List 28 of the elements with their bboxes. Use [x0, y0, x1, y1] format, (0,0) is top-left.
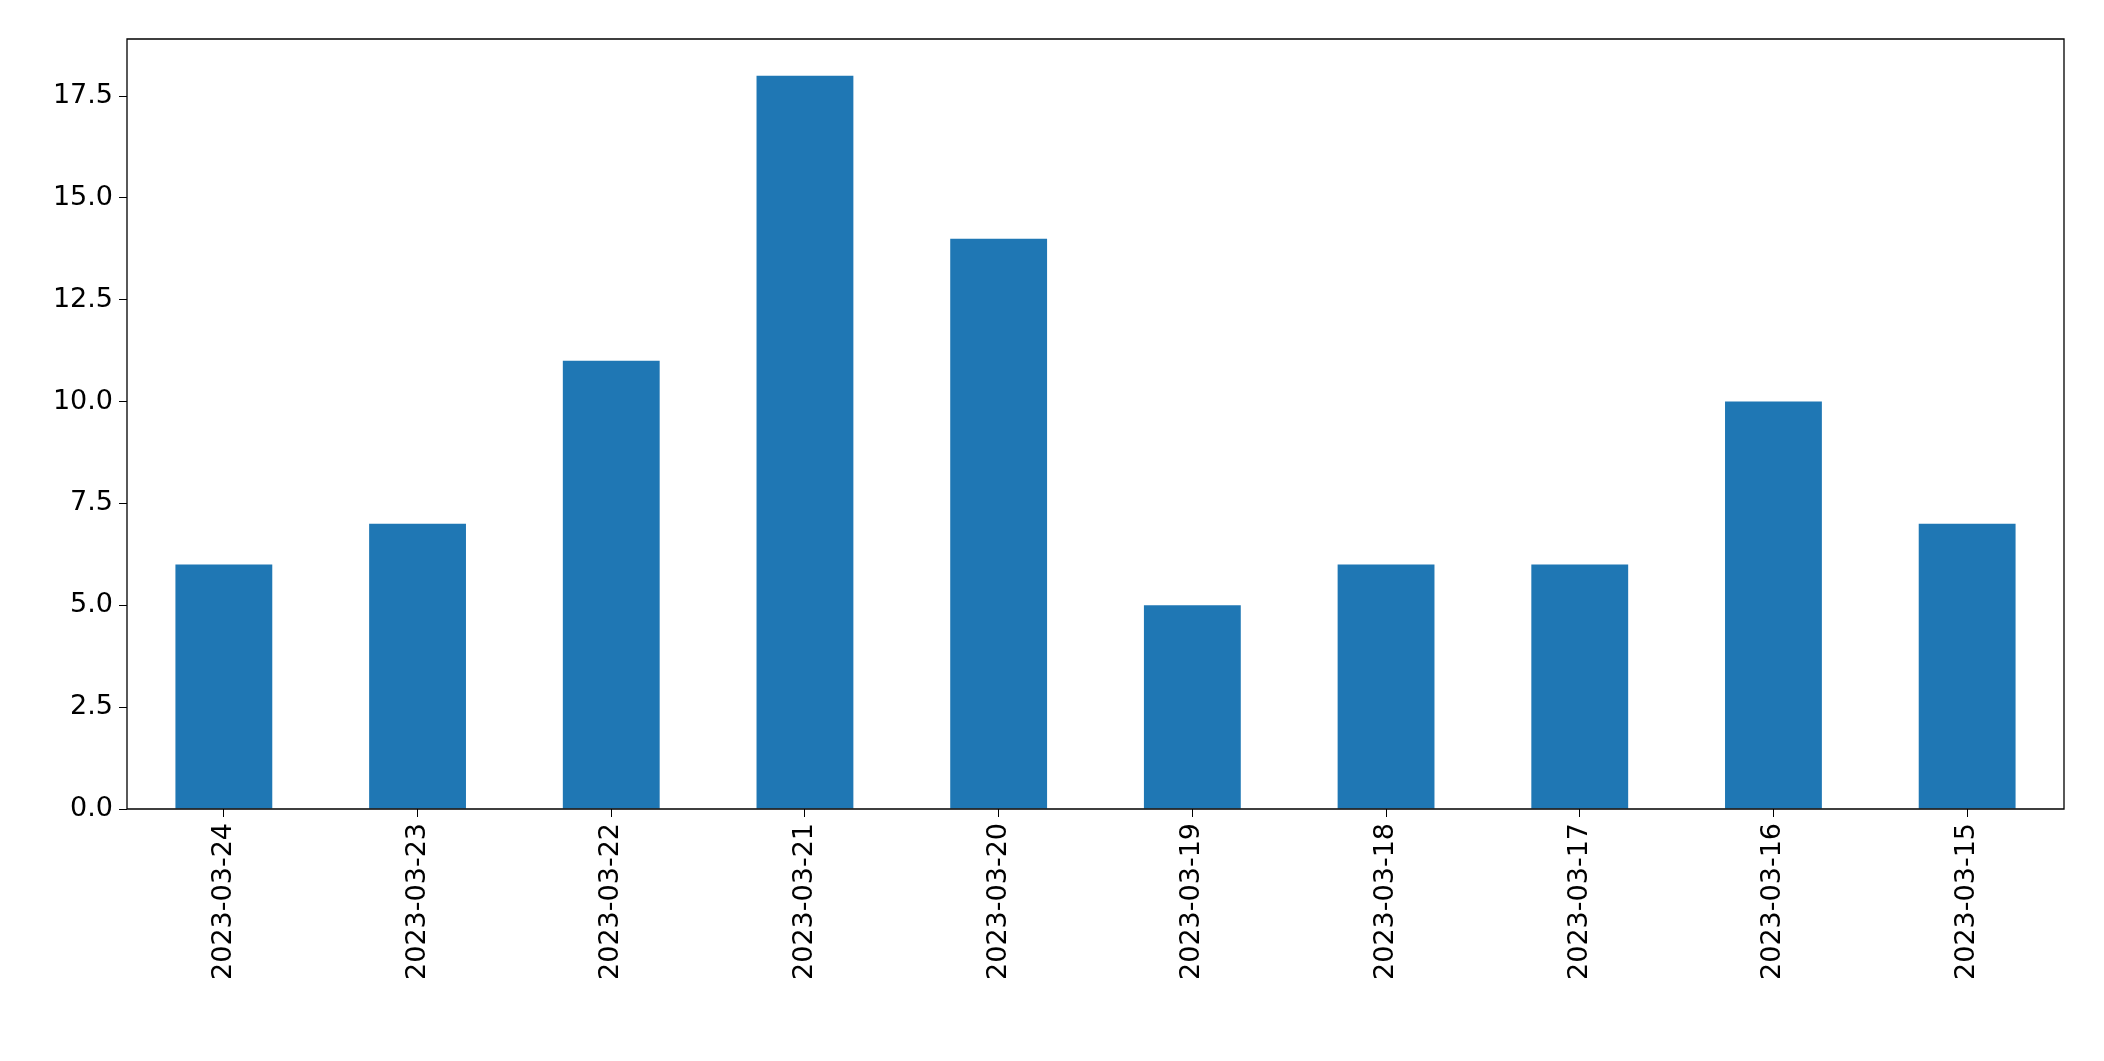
x-tick-label: 2023-03-21 — [786, 823, 818, 980]
y-tick-label: 10.0 — [52, 383, 113, 415]
bar — [950, 238, 1048, 809]
x-tick-label: 2023-03-18 — [1368, 823, 1400, 980]
x-tick-label: 2023-03-23 — [399, 823, 431, 980]
x-tick-label: 2023-03-20 — [980, 823, 1012, 980]
bar — [1531, 564, 1629, 809]
x-tick-label: 2023-03-22 — [593, 823, 625, 980]
bar — [1337, 564, 1435, 809]
y-tick-label: 15.0 — [52, 179, 113, 211]
y-tick-label: 7.5 — [70, 485, 113, 517]
bar — [562, 360, 660, 809]
y-tick-label: 17.5 — [52, 78, 113, 110]
x-tick-label: 2023-03-15 — [1949, 823, 1981, 980]
bar — [1725, 401, 1822, 809]
x-tick-label: 2023-03-19 — [1174, 823, 1206, 980]
bar — [1143, 605, 1241, 809]
y-tick-label: 5.0 — [70, 587, 113, 619]
bar — [369, 523, 466, 809]
x-tick-label: 2023-03-24 — [205, 823, 237, 980]
y-tick-label: 12.5 — [52, 281, 113, 313]
y-tick-label: 0.0 — [70, 791, 113, 823]
bar — [756, 75, 854, 809]
y-tick-label: 2.5 — [70, 689, 113, 721]
bar — [1918, 523, 2016, 809]
x-tick-label: 2023-03-17 — [1561, 823, 1593, 980]
bar — [175, 564, 273, 809]
x-tick-label: 2023-03-16 — [1755, 823, 1787, 980]
